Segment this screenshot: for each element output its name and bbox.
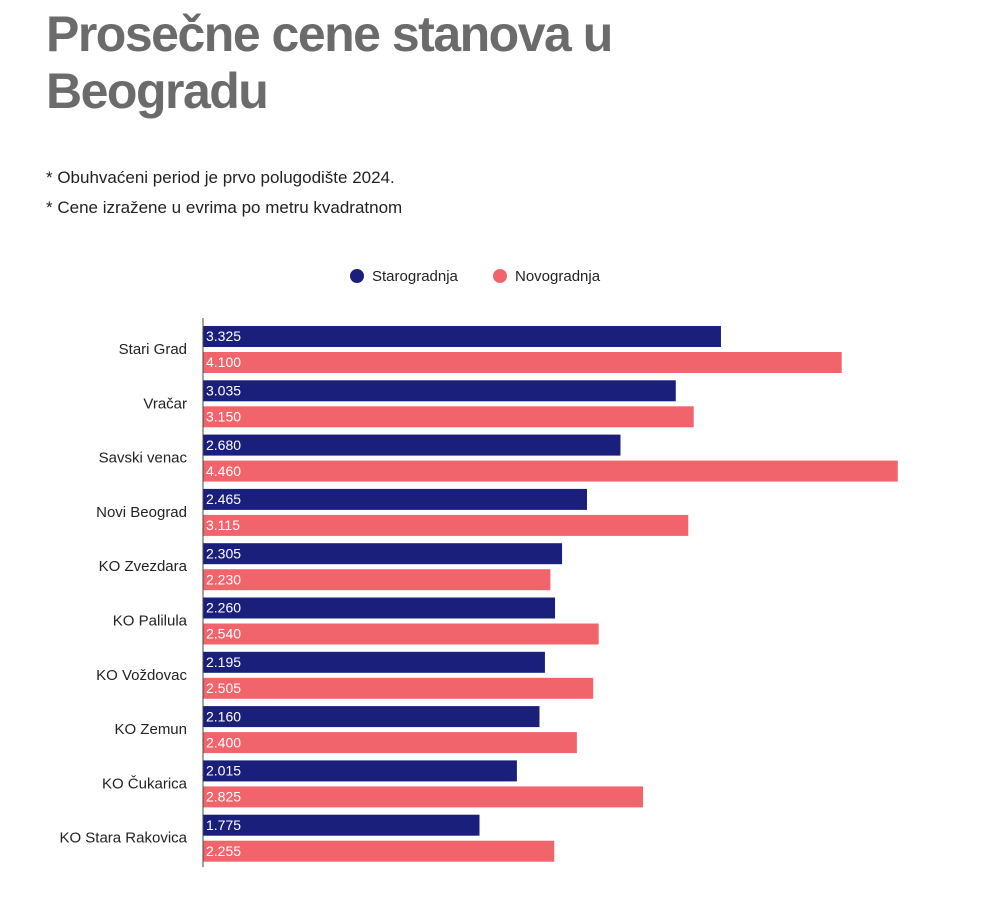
y-tick-label: KO Čukarica	[102, 775, 188, 792]
y-tick-label: KO Zemun	[114, 721, 187, 738]
value-label: 2.160	[206, 708, 241, 724]
value-label: 2.230	[206, 571, 241, 587]
y-tick-label: KO Voždovac	[96, 667, 187, 684]
value-label: 3.150	[206, 409, 241, 425]
y-tick-label: Novi Beograd	[96, 504, 187, 521]
value-label: 4.100	[206, 354, 241, 370]
bar	[203, 706, 540, 728]
y-tick-label: Savski venac	[99, 450, 188, 467]
bar	[203, 488, 587, 510]
bar	[203, 597, 556, 619]
value-label: 2.680	[206, 437, 241, 453]
value-label: 2.255	[206, 843, 241, 859]
bar	[203, 840, 555, 862]
value-label: 2.195	[206, 654, 241, 670]
legend-marker	[493, 269, 507, 283]
bar	[203, 352, 842, 373]
bar	[203, 569, 551, 591]
value-label: 2.400	[206, 734, 241, 750]
bar	[203, 786, 644, 808]
bar	[203, 514, 689, 536]
note: * Obuhvaćeni period je prvo polugodište …	[46, 168, 395, 187]
value-label: 2.505	[206, 680, 241, 696]
chart-title: Prosečne cene stanova u Beogradu	[46, 6, 613, 119]
legend-label: Novogradnja	[515, 268, 601, 285]
bar	[203, 732, 577, 754]
value-label: 2.260	[206, 600, 241, 616]
value-label: 2.825	[206, 789, 241, 805]
legend-marker	[350, 269, 364, 283]
value-label: 3.325	[206, 328, 241, 344]
bar	[203, 460, 898, 482]
bar	[203, 623, 599, 645]
value-label: 2.305	[206, 545, 241, 561]
note: * Cene izražene u evrima po metru kvadra…	[46, 198, 403, 217]
bar	[203, 543, 563, 565]
value-label: 2.015	[206, 763, 241, 779]
y-tick-label: KO Palilula	[113, 612, 188, 629]
bar	[203, 434, 621, 456]
y-tick-label: KO Stara Rakovica	[59, 830, 187, 847]
bar	[203, 677, 594, 699]
y-tick-label: Stari Grad	[119, 341, 187, 358]
bar	[203, 326, 721, 347]
bar	[203, 406, 694, 428]
bar	[203, 651, 545, 673]
y-tick-label: Vračar	[143, 395, 187, 412]
value-label: 4.460	[206, 463, 241, 479]
value-label: 1.775	[206, 817, 241, 833]
value-label: 3.035	[206, 383, 241, 399]
value-label: 2.465	[206, 491, 241, 507]
bar	[203, 814, 480, 836]
bar	[203, 760, 517, 782]
value-label: 2.540	[206, 626, 241, 642]
legend-label: Starogradnja	[372, 268, 459, 285]
value-label: 3.115	[206, 517, 240, 533]
y-tick-label: KO Zvezdara	[99, 558, 188, 575]
bar	[203, 380, 676, 402]
